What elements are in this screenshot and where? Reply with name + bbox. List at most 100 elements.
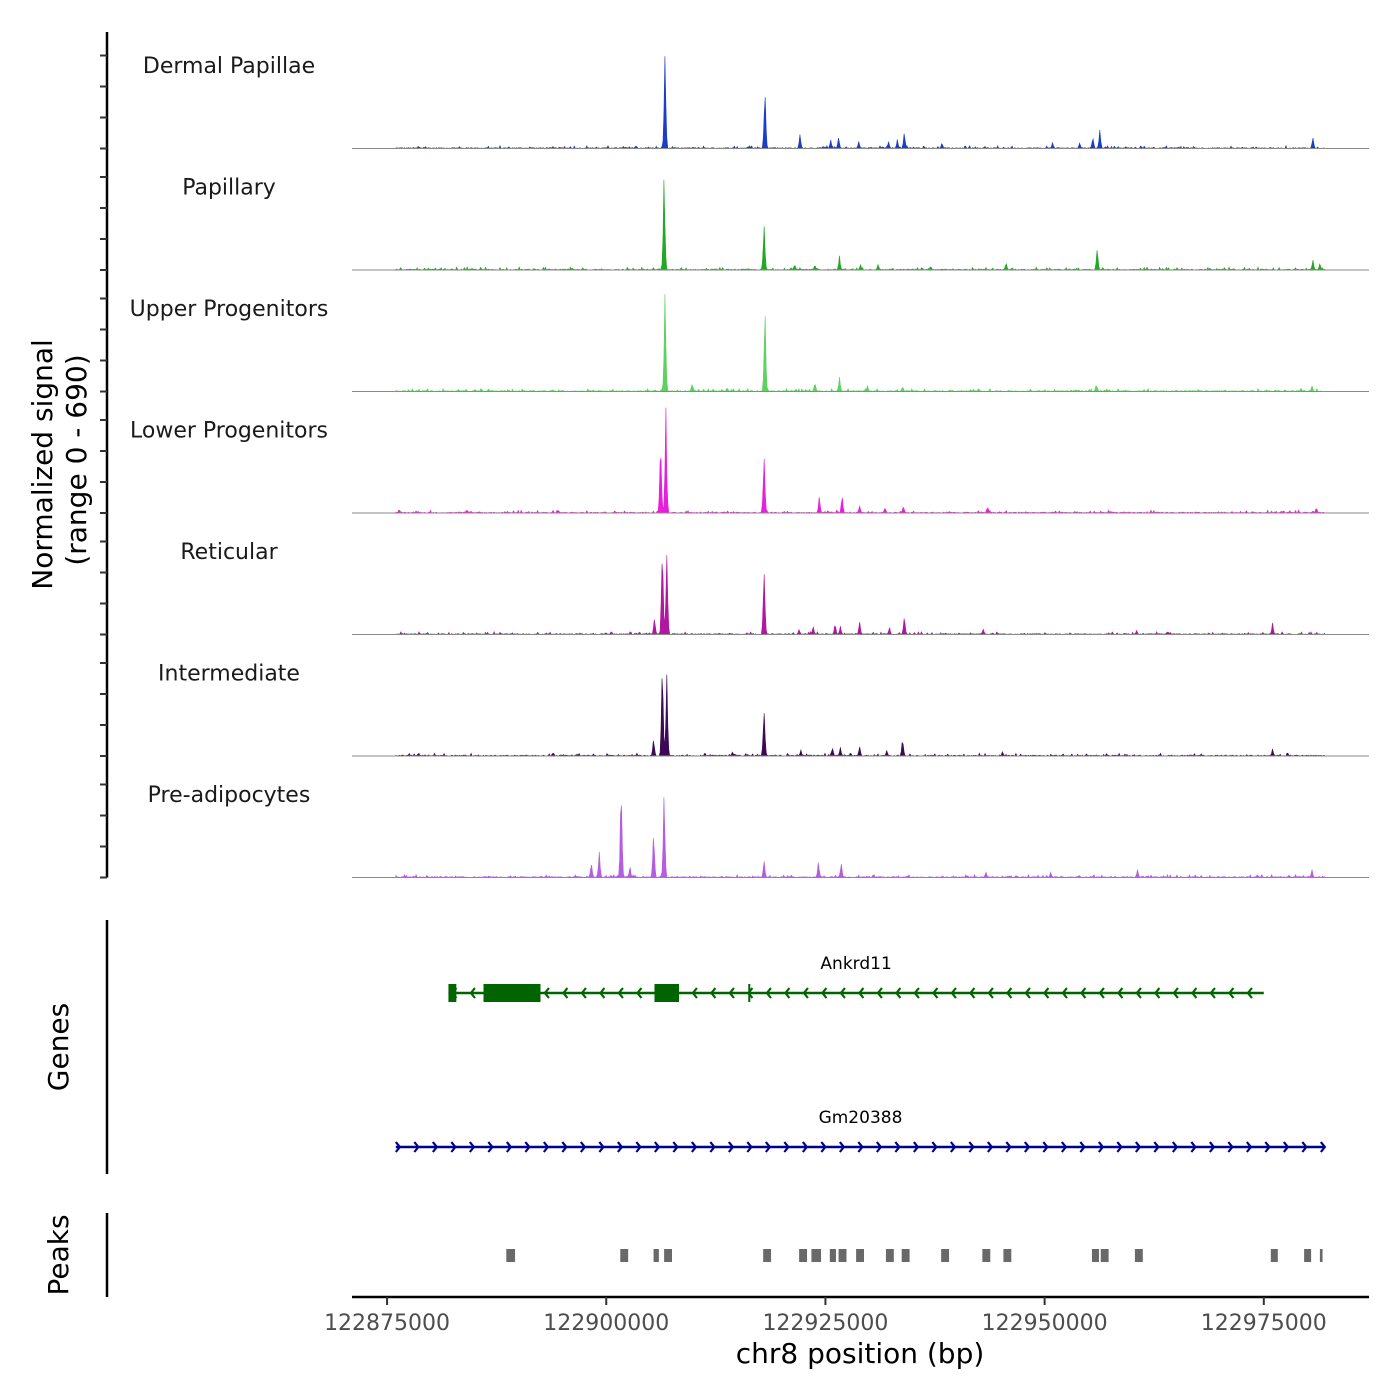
strand-arrow <box>727 1141 735 1153</box>
strand-arrow <box>1172 987 1179 999</box>
strand-arrow <box>1098 987 1105 999</box>
strand-arrow <box>820 1141 827 1153</box>
exon <box>448 984 457 1002</box>
track-label: Lower Progenitors <box>130 419 328 444</box>
strand-arrow <box>1116 1141 1123 1153</box>
strand-arrow <box>450 1141 457 1153</box>
track-papillary: Papillary <box>182 176 1369 271</box>
track-label: Dermal Papillae <box>143 54 315 79</box>
peak-region <box>1134 1249 1143 1262</box>
strand-arrow <box>524 1141 531 1153</box>
strand-arrow <box>561 1141 568 1153</box>
signal-area <box>395 674 1327 757</box>
strand-arrow <box>1061 987 1068 999</box>
strand-arrow <box>617 987 624 999</box>
track-label: Reticular <box>180 540 278 565</box>
exon <box>483 984 541 1002</box>
strand-arrow <box>690 1141 698 1153</box>
strand-arrow <box>542 1141 550 1153</box>
strand-arrow <box>1228 987 1235 999</box>
peak-region <box>1100 1249 1109 1262</box>
coverage-axis <box>100 32 109 879</box>
strand-arrow <box>895 987 902 999</box>
track-upper-progenitors: Upper Progenitors <box>130 294 1369 393</box>
x-tick-label: 122925000 <box>762 1311 888 1336</box>
peak-region <box>982 1249 991 1262</box>
strand-arrow <box>1117 987 1124 999</box>
strand-arrow <box>913 987 920 999</box>
peak-region <box>856 1249 865 1262</box>
peak-region <box>653 1249 659 1262</box>
strand-arrow <box>876 987 883 999</box>
strand-arrow <box>1209 987 1216 999</box>
gene-ankrd11: Ankrd11 <box>448 954 1264 1002</box>
strand-arrow <box>784 987 791 999</box>
strand-arrow <box>469 987 476 999</box>
strand-arrow <box>672 1141 679 1153</box>
strand-arrow <box>598 1141 605 1153</box>
x-tick-label: 122900000 <box>543 1311 669 1336</box>
x-axis: 122875000 122900000 122925000 122950000 1229… <box>324 1297 1327 1336</box>
gene-gm20388: Gm20388 <box>394 1108 1327 1153</box>
strand-arrow <box>858 987 865 999</box>
peak-region <box>620 1249 629 1262</box>
peak-region <box>811 1249 822 1262</box>
genes-panel: Ankrd11 Gm20388 <box>394 954 1327 1153</box>
coverage-tracks: Dermal Papillae Papillary Upper Progenitor… <box>130 54 1369 879</box>
strand-arrow <box>802 987 809 999</box>
coverage-axis-title-line-1: Normalized signal <box>26 339 59 590</box>
strand-arrow <box>1080 987 1087 999</box>
peaks-panel-title: Peaks <box>42 1214 75 1295</box>
strand-arrow <box>875 1141 883 1153</box>
track-reticular: Reticular <box>180 540 1369 636</box>
track-label: Pre-adipocytes <box>148 783 311 808</box>
genes-panel-title: Genes <box>42 1003 75 1091</box>
strand-arrow <box>857 1141 864 1153</box>
strand-arrow <box>1079 1141 1086 1153</box>
strand-arrow <box>1023 1141 1031 1153</box>
strand-arrow <box>912 1141 920 1153</box>
peak-region <box>506 1249 516 1262</box>
strand-arrow <box>468 1141 476 1153</box>
strand-arrow <box>1282 1141 1290 1153</box>
strand-arrow <box>746 1141 753 1153</box>
strand-arrow <box>1005 1141 1012 1153</box>
x-tick-label: 122875000 <box>324 1311 450 1336</box>
exon <box>654 984 680 1002</box>
signal-area <box>395 294 1326 393</box>
strand-arrow <box>1191 987 1198 999</box>
strand-arrow <box>932 987 939 999</box>
strand-arrow <box>987 987 994 999</box>
peak-region <box>901 1249 910 1262</box>
strand-arrow <box>691 987 698 999</box>
strand-arrow <box>969 987 976 999</box>
strand-arrow <box>1024 987 1031 999</box>
strand-arrow <box>653 1141 661 1153</box>
strand-arrow <box>821 987 828 999</box>
strand-arrow <box>894 1141 901 1153</box>
strand-arrow <box>1319 1141 1327 1153</box>
strand-arrow <box>764 1141 772 1153</box>
strand-arrow <box>839 987 846 999</box>
signal-area <box>395 179 1326 271</box>
strand-arrow <box>599 987 606 999</box>
strand-arrow <box>710 987 717 999</box>
strand-arrow <box>635 1141 642 1153</box>
strand-arrow <box>986 1141 994 1153</box>
strand-arrow <box>1190 1141 1197 1153</box>
track-label: Upper Progenitors <box>130 297 329 322</box>
peak-region <box>838 1249 847 1262</box>
strand-arrow <box>968 1141 975 1153</box>
peak-region <box>1270 1249 1278 1262</box>
exon <box>748 984 751 1002</box>
strand-arrow <box>616 1141 624 1153</box>
strand-arrow <box>1245 1141 1253 1153</box>
strand-arrow <box>1301 1141 1308 1153</box>
strand-arrow <box>709 1141 716 1153</box>
strand-arrow <box>765 987 772 999</box>
track-label: Intermediate <box>158 662 300 687</box>
strand-arrow <box>543 987 550 999</box>
peak-region <box>1304 1249 1312 1262</box>
strand-arrow <box>1097 1141 1105 1153</box>
